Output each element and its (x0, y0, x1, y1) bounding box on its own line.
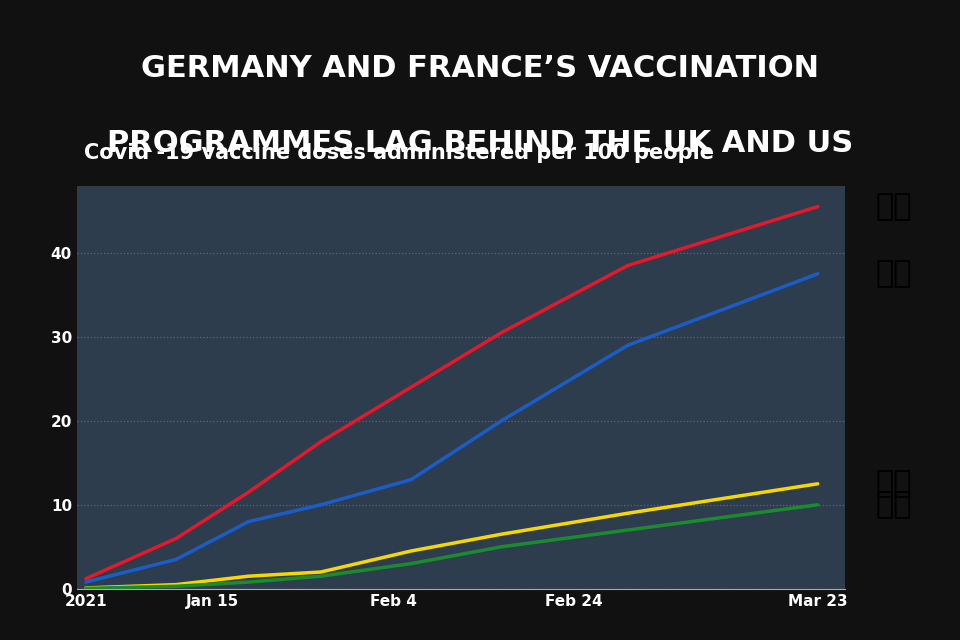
Text: 🇫🇷: 🇫🇷 (876, 490, 912, 519)
Text: 🇺🇸: 🇺🇸 (876, 192, 912, 221)
Text: 🇩🇪: 🇩🇪 (876, 469, 912, 499)
Text: GERMANY AND FRANCE’S VACCINATION: GERMANY AND FRANCE’S VACCINATION (141, 54, 819, 83)
Text: PROGRAMMES LAG BEHIND THE UK AND US: PROGRAMMES LAG BEHIND THE UK AND US (107, 129, 853, 158)
Text: 🇬🇧: 🇬🇧 (876, 259, 912, 288)
Text: Covid -19 vaccine doses administered per 100 people: Covid -19 vaccine doses administered per… (84, 143, 714, 163)
